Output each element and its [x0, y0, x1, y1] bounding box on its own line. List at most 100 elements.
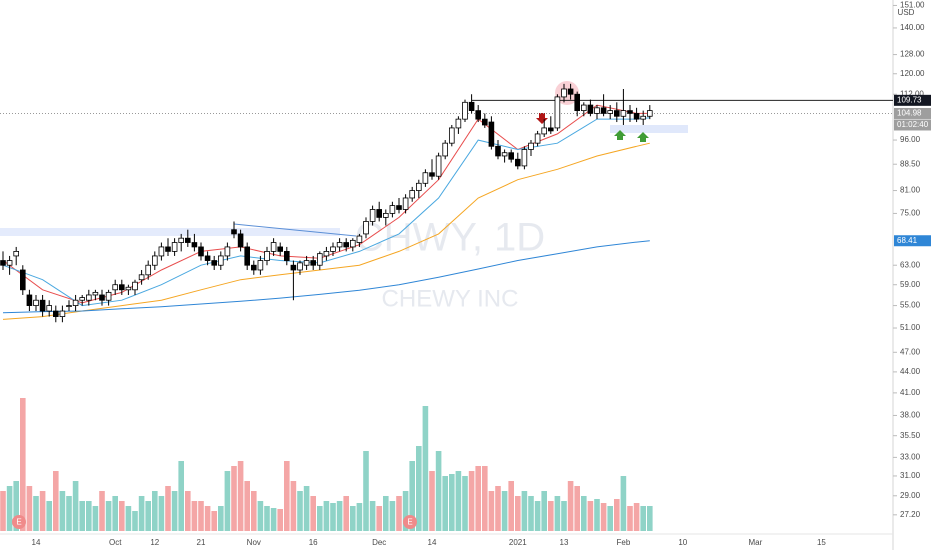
candle-body — [607, 110, 613, 114]
candle-body — [283, 251, 290, 261]
candle-body — [297, 262, 303, 271]
volume-bar — [237, 461, 244, 531]
candle-body — [561, 88, 567, 98]
candle-body — [0, 260, 6, 266]
x-tick-label: 2021 — [509, 538, 527, 547]
candle-body — [495, 145, 501, 157]
volume-bar — [39, 491, 46, 531]
volume-bar — [20, 398, 26, 531]
candle-body — [99, 294, 105, 301]
x-tick-label: 13 — [560, 538, 569, 547]
volume-bar — [145, 501, 151, 531]
volume-bar — [317, 506, 323, 531]
earnings-label: E — [407, 518, 412, 527]
candle-body — [132, 281, 138, 291]
volume-bar — [211, 511, 217, 531]
volume-bar — [528, 496, 534, 531]
candle-body — [488, 121, 495, 147]
candle-body — [178, 237, 185, 243]
volume-bar — [204, 506, 211, 531]
volume-bar — [369, 501, 376, 531]
x-tick-label: 10 — [678, 538, 687, 547]
volume-bar — [350, 506, 356, 531]
moving-average — [2, 240, 650, 314]
candle-body — [614, 110, 620, 117]
y-tick-label: 59.00 — [900, 280, 921, 289]
volume-bar — [449, 474, 455, 531]
candle-body — [620, 110, 627, 117]
volume-bar — [541, 491, 547, 531]
volume-bar — [409, 461, 415, 531]
candle-body — [145, 264, 152, 276]
y-tick-label: 81.00 — [900, 186, 921, 195]
ma-long-label: 68.41 — [897, 236, 918, 245]
volume-bar — [600, 503, 607, 531]
candle-body — [534, 133, 541, 144]
volume-bar — [607, 506, 613, 531]
volume-bar — [468, 471, 475, 531]
ma-long-label-box — [894, 235, 931, 247]
volume-bar — [284, 461, 290, 531]
candle-body — [448, 127, 455, 144]
volume-bar — [640, 506, 646, 531]
resistance-label-box — [894, 94, 931, 106]
volume-bar — [574, 486, 580, 531]
candle-body — [39, 299, 46, 312]
moving-average — [2, 117, 650, 307]
x-tick-label: 15 — [817, 538, 826, 547]
candle-body — [369, 209, 376, 222]
candle-body — [151, 255, 158, 266]
candle-body — [92, 291, 99, 296]
candle-body — [165, 246, 171, 252]
y-tick-label: 44.00 — [900, 367, 921, 376]
candle-body — [422, 172, 429, 184]
volume-bar — [482, 466, 488, 531]
candle-body — [574, 93, 580, 112]
volume-bar — [224, 471, 231, 531]
volume-bar — [185, 491, 191, 531]
volume-bar — [389, 501, 396, 531]
y-tick-label: 33.00 — [900, 452, 921, 461]
y-tick-label: 41.00 — [900, 388, 921, 397]
y-tick-label: 75.00 — [900, 209, 921, 218]
candle-body — [455, 118, 462, 129]
volume-bar — [429, 471, 435, 531]
earnings-label: E — [16, 518, 21, 527]
candle-body — [303, 260, 310, 266]
x-tick-label: 14 — [428, 538, 437, 547]
candle-body — [66, 305, 72, 307]
volume-bar — [264, 506, 270, 531]
volume-bar — [112, 496, 118, 531]
candle-body — [627, 110, 633, 114]
candle-body — [250, 264, 257, 271]
volume-bar — [72, 481, 79, 531]
volume-bar — [534, 501, 541, 531]
volume-bar — [99, 491, 105, 531]
candle-body — [382, 213, 389, 218]
y-tick-label: 151.00 — [900, 1, 925, 10]
candle-body — [46, 305, 52, 312]
y-tick-label: 112.00 — [900, 89, 924, 98]
candle-body — [53, 310, 59, 317]
volume-bar — [581, 496, 587, 531]
volume-bar — [396, 496, 402, 531]
candle-body — [481, 118, 488, 126]
volume-bar — [310, 496, 316, 531]
volume-bar — [462, 476, 468, 531]
volume-bar — [376, 506, 382, 531]
volume-bar — [442, 476, 448, 531]
volume-bar — [416, 446, 422, 531]
candle-body — [415, 182, 422, 191]
volume-bar — [548, 501, 554, 531]
candle-body — [277, 246, 283, 252]
volume-bar — [495, 486, 501, 531]
candle-body — [442, 142, 448, 157]
volume-bar — [647, 506, 653, 531]
x-tick-label: Nov — [247, 538, 261, 547]
candle-body — [79, 297, 86, 301]
candle-body — [290, 264, 297, 271]
volume-bar — [501, 491, 508, 531]
candle-body — [640, 115, 646, 120]
volume-bar — [26, 486, 33, 531]
y-tick-label: 27.20 — [900, 510, 921, 519]
